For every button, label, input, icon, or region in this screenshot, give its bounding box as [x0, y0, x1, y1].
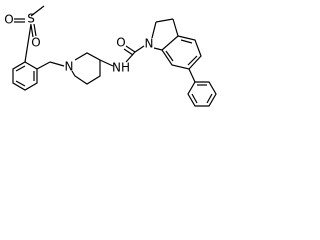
- indoline-ring: [161, 35, 202, 70]
- double-bond: [191, 93, 198, 104]
- page: O S O N NH O N (() => { const data = JSO…: [0, 0, 320, 117]
- bond: [172, 18, 179, 37]
- double-bond: [165, 50, 174, 62]
- bond: [125, 45, 136, 53]
- atom-label: S: [27, 12, 35, 26]
- atom-label: O: [116, 36, 125, 50]
- bond: [49, 61, 65, 67]
- double-bond: [15, 65, 26, 72]
- bond: [24, 23, 32, 63]
- bond: [123, 48, 134, 56]
- bond: [134, 45, 145, 53]
- piperidine-ring: [71, 52, 101, 85]
- double-bond: [187, 55, 198, 66]
- bond: [36, 61, 51, 70]
- atom-label: O: [4, 13, 13, 27]
- phenyl-ring: [187, 81, 217, 107]
- molecule: O S O N NH O N: [4, 5, 217, 107]
- atom-label: N: [145, 37, 154, 51]
- double-bond: [206, 93, 213, 104]
- bond: [155, 18, 174, 23]
- bond: [151, 21, 157, 39]
- atom-label: N: [65, 60, 74, 74]
- bond: [30, 5, 45, 17]
- bond: [33, 23, 37, 37]
- bond: [153, 47, 163, 51]
- bond: [99, 59, 114, 67]
- bond: [125, 51, 136, 63]
- atom-label: O: [31, 36, 40, 50]
- bond: [188, 68, 196, 83]
- double-bond: [180, 39, 193, 44]
- atom-labels: O S O N NH O N: [4, 12, 153, 75]
- double-bond: [15, 80, 26, 87]
- atom-label: NH: [112, 61, 130, 75]
- bonds: [12, 5, 217, 107]
- bond: [30, 24, 34, 38]
